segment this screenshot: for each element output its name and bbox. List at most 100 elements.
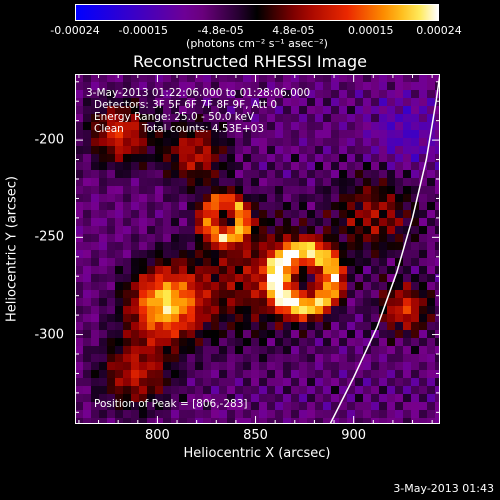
heatmap-cell	[331, 114, 340, 123]
heatmap-cell	[171, 130, 180, 139]
heatmap-cell	[115, 202, 124, 211]
heatmap-cell	[83, 250, 92, 259]
heatmap-cell	[259, 370, 268, 379]
heatmap-cell	[323, 330, 332, 339]
heatmap-cell	[147, 354, 156, 363]
heatmap-cell	[163, 130, 172, 139]
heatmap-cell	[291, 146, 300, 155]
heatmap-cell	[299, 418, 308, 424]
heatmap-cell	[203, 378, 212, 387]
heatmap-cell	[283, 250, 292, 259]
heatmap-cell	[323, 394, 332, 403]
heatmap-cell	[347, 90, 356, 99]
heatmap-cell	[107, 186, 116, 195]
heatmap-cell	[427, 170, 436, 179]
heatmap-cell	[131, 186, 140, 195]
heatmap-cell	[147, 226, 156, 235]
heatmap-cell	[99, 250, 108, 259]
heatmap-cell	[203, 394, 212, 403]
heatmap-cell	[155, 306, 164, 315]
heatmap-cell	[147, 130, 156, 139]
heatmap-cell	[371, 170, 380, 179]
heatmap-cell	[123, 226, 132, 235]
heatmap-cell	[387, 234, 396, 243]
heatmap-cell	[211, 322, 220, 331]
heatmap-cell	[243, 82, 252, 91]
heatmap-cell	[219, 402, 228, 411]
heatmap-cell	[259, 314, 268, 323]
heatmap-cell	[123, 266, 132, 275]
heatmap-cell	[323, 138, 332, 147]
heatmap-cell	[235, 330, 244, 339]
heatmap-cell	[259, 306, 268, 315]
heatmap-cell	[427, 330, 436, 339]
heatmap-cell	[307, 210, 316, 219]
heatmap-cell	[163, 226, 172, 235]
heatmap-cell	[123, 146, 132, 155]
heatmap-cell	[251, 82, 260, 91]
heatmap-cell	[243, 370, 252, 379]
heatmap-cell	[131, 170, 140, 179]
heatmap-cell	[219, 322, 228, 331]
heatmap-cell	[307, 218, 316, 227]
heatmap-cell	[275, 170, 284, 179]
heatmap-cell	[235, 402, 244, 411]
heatmap-cell	[299, 234, 308, 243]
heatmap-cell	[427, 210, 436, 219]
heatmap-cell	[299, 314, 308, 323]
heatmap-cell	[163, 338, 172, 347]
heatmap-cell	[219, 258, 228, 267]
heatmap-cell	[427, 306, 436, 315]
heatmap-cell	[363, 370, 372, 379]
heatmap-cell	[307, 418, 316, 424]
heatmap-cell	[331, 314, 340, 323]
heatmap-cell	[83, 274, 92, 283]
heatmap-cell	[187, 402, 196, 411]
heatmap-cell	[283, 122, 292, 131]
heatmap-cell	[75, 74, 84, 83]
heatmap-cell	[243, 90, 252, 99]
heatmap-cell	[347, 122, 356, 131]
heatmap-cell	[115, 298, 124, 307]
heatmap-cell	[115, 346, 124, 355]
heatmap-cell	[99, 394, 108, 403]
heatmap-cell	[123, 170, 132, 179]
heatmap-cell	[211, 218, 220, 227]
heatmap-cell	[435, 394, 440, 403]
heatmap-cell	[427, 250, 436, 259]
heatmap-cell	[147, 370, 156, 379]
heatmap-cell	[387, 346, 396, 355]
heatmap-cell	[195, 122, 204, 131]
heatmap-cell	[219, 362, 228, 371]
heatmap-cell	[347, 322, 356, 331]
heatmap-cell	[355, 146, 364, 155]
heatmap-cell	[163, 322, 172, 331]
heatmap-cell	[107, 138, 116, 147]
heatmap-cell	[163, 74, 172, 83]
heatmap-cell	[195, 218, 204, 227]
heatmap-cell	[75, 266, 84, 275]
heatmap-cell	[387, 242, 396, 251]
heatmap-cell	[235, 114, 244, 123]
heatmap-cell	[259, 394, 268, 403]
heatmap-cell	[107, 386, 116, 395]
heatmap-cell	[355, 298, 364, 307]
heatmap-cell	[203, 234, 212, 243]
heatmap-cell	[115, 106, 124, 115]
heatmap-cell	[259, 402, 268, 411]
heatmap-cell	[227, 362, 236, 371]
heatmap-cell	[139, 338, 148, 347]
heatmap-cell	[323, 362, 332, 371]
heatmap-cell	[355, 378, 364, 387]
heatmap-cell	[235, 90, 244, 99]
heatmap-cell	[371, 122, 380, 131]
heatmap-cell	[387, 306, 396, 315]
heatmap-cell	[347, 258, 356, 267]
heatmap-cell	[139, 90, 148, 99]
heatmap-cell	[371, 74, 380, 83]
heatmap-cell	[435, 170, 440, 179]
heatmap-cell	[115, 138, 124, 147]
heatmap-cell	[315, 122, 324, 131]
heatmap-cell	[187, 250, 196, 259]
heatmap-cell	[187, 122, 196, 131]
